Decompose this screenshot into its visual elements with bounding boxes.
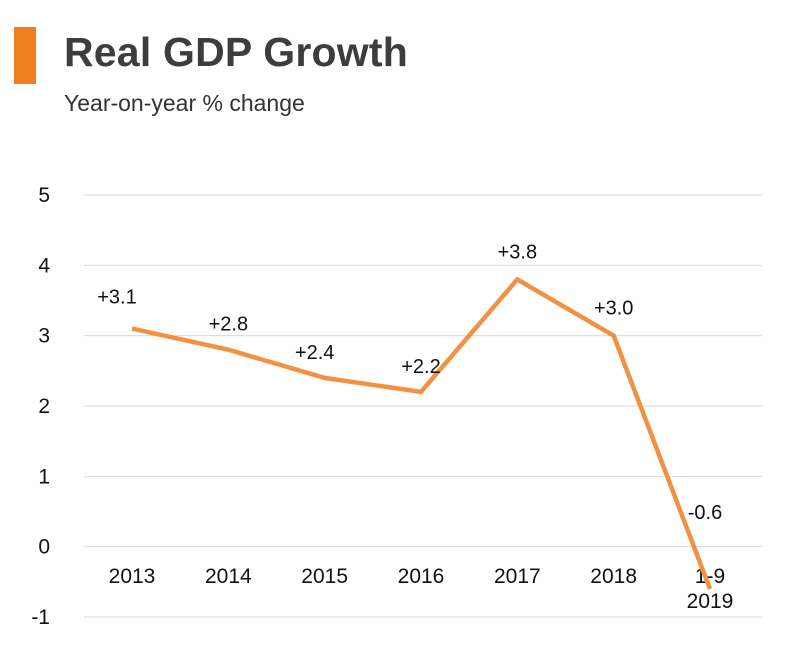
x-tick-label: 2018: [590, 565, 637, 588]
x-tick-label: 2014: [205, 565, 252, 588]
x-axis-ticks: 2013 2014 2015 2016 2017 2018 1-9 2019: [109, 565, 734, 613]
data-label: +3.8: [498, 241, 537, 263]
y-tick-label: 0: [38, 536, 50, 559]
chart-title: Real GDP Growth: [64, 29, 408, 75]
x-tick-label: 2015: [301, 565, 348, 588]
y-tick-label: 2: [38, 395, 50, 418]
y-tick-label: 3: [38, 325, 50, 348]
x-tick-label: 2013: [109, 565, 156, 588]
data-label: +3.1: [97, 287, 136, 309]
y-tick-label: 4: [38, 254, 50, 277]
data-label: -0.6: [688, 502, 722, 524]
series-lines: [131, 276, 713, 590]
y-axis-ticks: 5 4 3 2 1 0 -1: [31, 184, 50, 629]
y-tick-label: 1: [38, 465, 50, 488]
title-accent-bar: [14, 27, 36, 84]
data-label: +3.0: [594, 298, 633, 320]
data-label: +2.8: [209, 314, 248, 336]
gridlines: [84, 194, 762, 618]
x-tick-label: 2017: [494, 565, 541, 588]
data-label: +2.2: [401, 356, 440, 378]
chart-subtitle: Year-on-year % change: [64, 90, 305, 116]
y-tick-label: -1: [31, 606, 50, 629]
series-line: [131, 276, 713, 590]
data-label: +2.4: [295, 342, 334, 364]
x-tick-label: 2016: [398, 565, 445, 588]
y-tick-label: 5: [38, 184, 50, 207]
data-labels: +3.1 +2.8 +2.4 +2.2 +3.8 +3.0 -0.6: [97, 241, 722, 523]
x-tick-label: 1-9 2019: [687, 565, 734, 613]
